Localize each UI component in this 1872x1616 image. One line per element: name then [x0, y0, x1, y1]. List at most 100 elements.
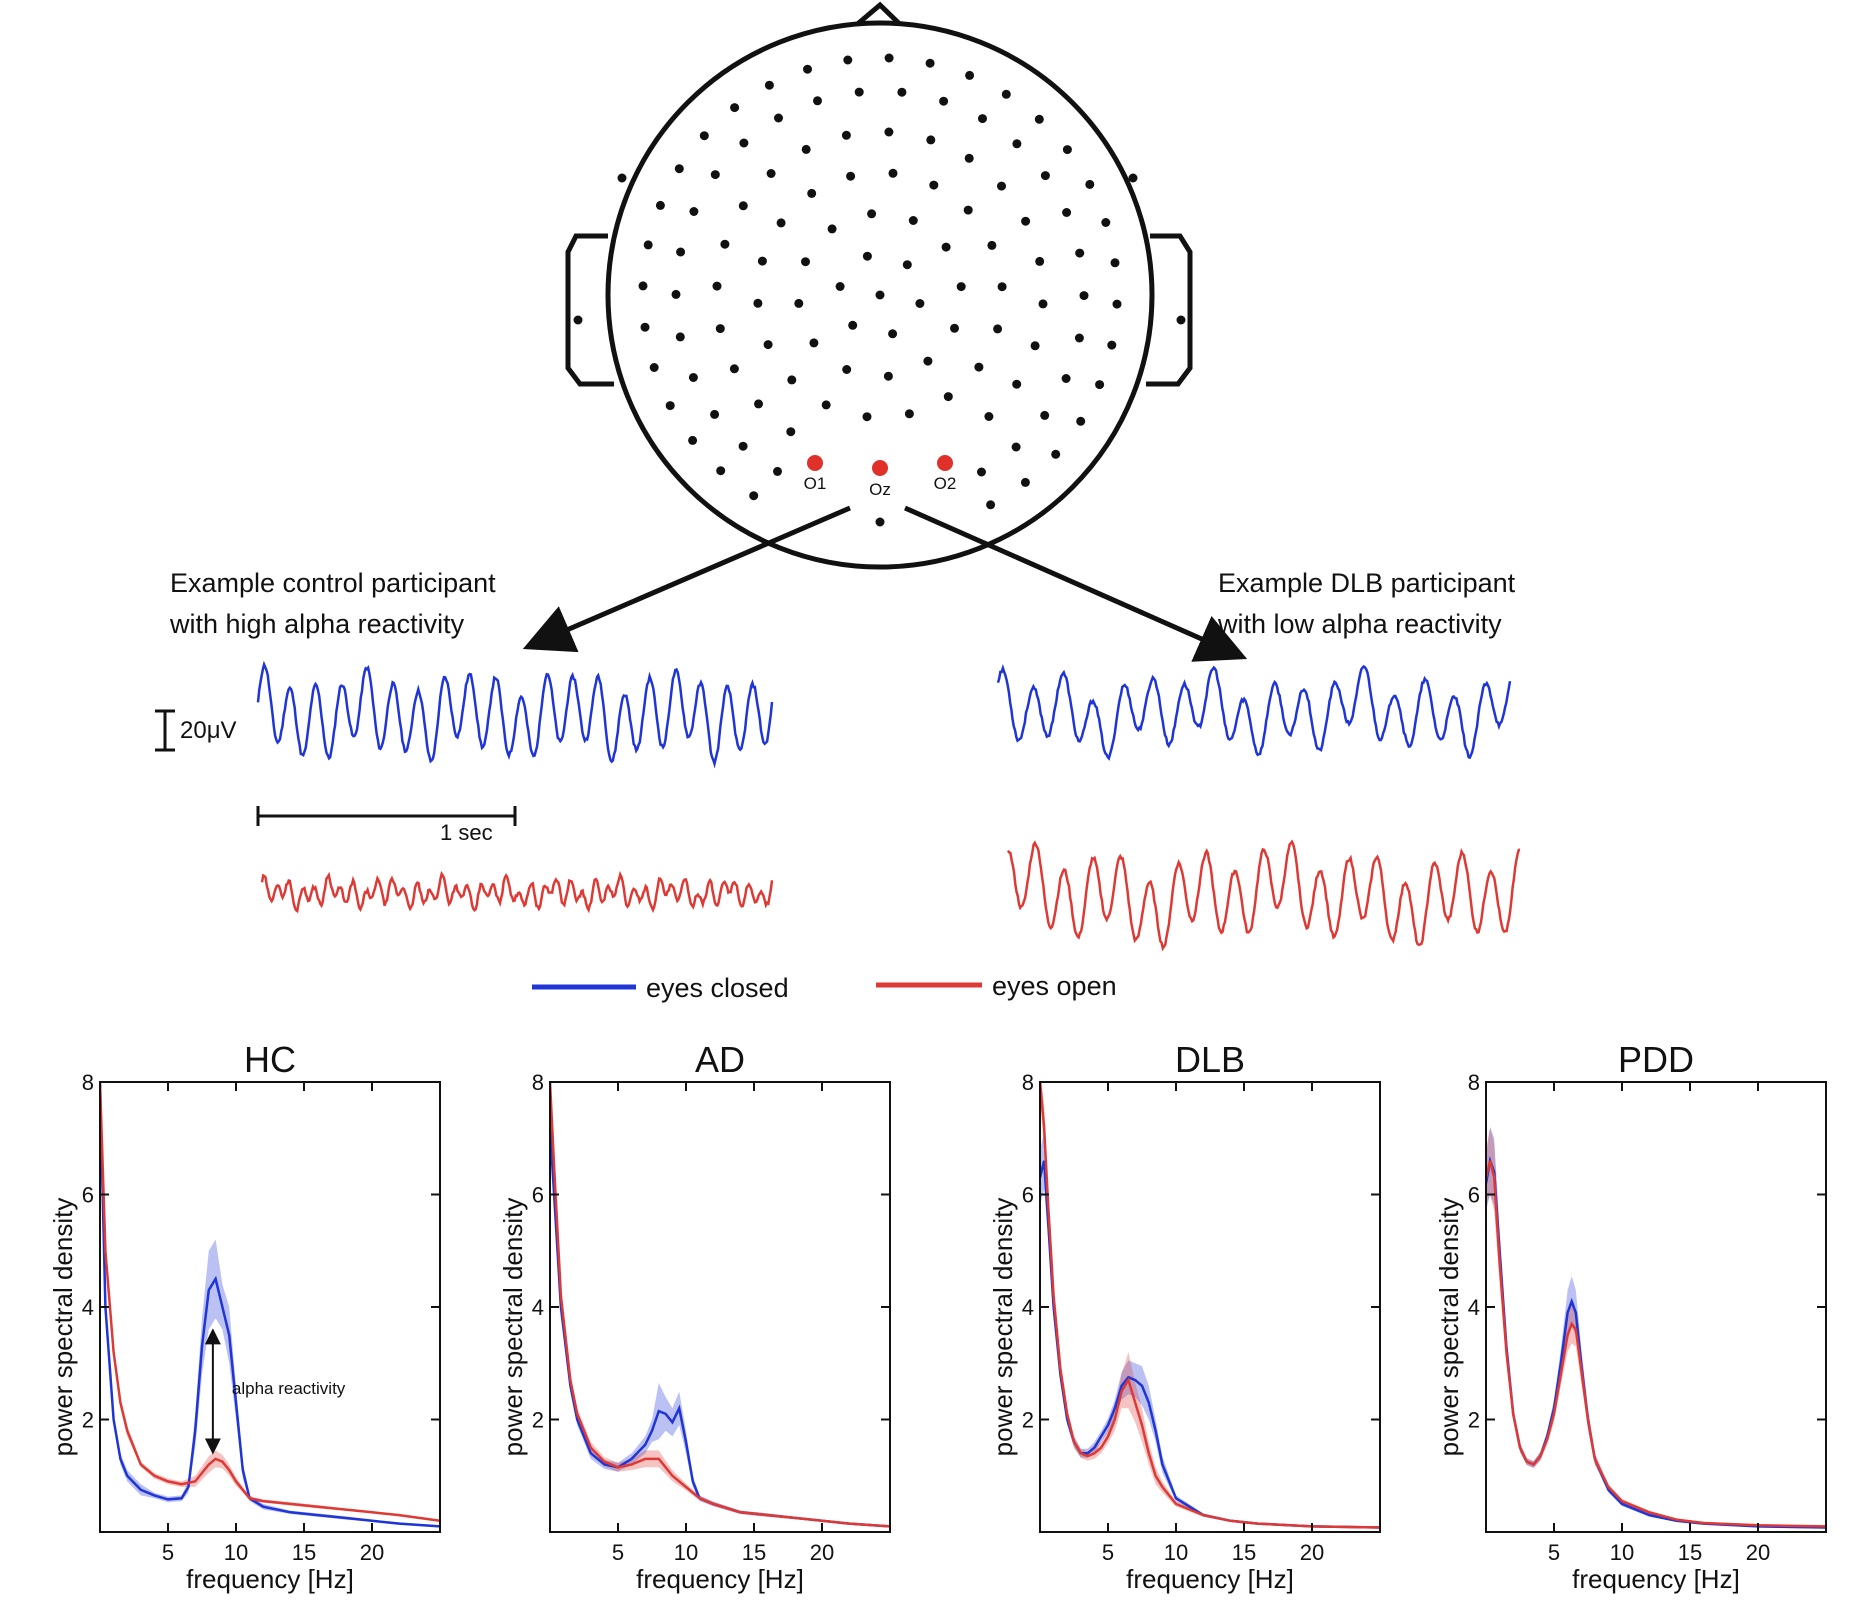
psd-band-dlb-1: [1040, 1082, 1380, 1529]
y-tick-label: 6: [82, 1183, 94, 1208]
psd-band-dlb-0: [1040, 1132, 1380, 1529]
electrode-dot-92: [674, 164, 684, 174]
electrode-dot-78: [1079, 291, 1089, 301]
y-tick-label: 2: [82, 1408, 94, 1433]
electrode-o2: [937, 455, 953, 471]
dlb-caption-line2: with low alpha reactivity: [1217, 609, 1502, 639]
y-tick-label: 8: [82, 1070, 94, 1095]
plot-frame: [99, 1081, 441, 1533]
electrode-dot-0: [875, 290, 885, 300]
electrode-dot-68: [774, 113, 783, 123]
psd-panel-dlb: 5 10 15 20 2 4 6 8 DLB frequency [Hz] power spectr…: [988, 1039, 1381, 1594]
electrode-dot-56: [1012, 379, 1022, 389]
panel-title: PDD: [1618, 1039, 1694, 1080]
electrode-dot-18: [956, 282, 966, 292]
electrode-dot-83: [749, 491, 759, 501]
electrode-dot-2: [888, 329, 898, 339]
legend-label-eyes-closed: eyes closed: [646, 973, 789, 1003]
electrode-dot-12: [794, 298, 804, 308]
electrode-dot-36: [993, 324, 1003, 334]
electrode-dot-58: [773, 466, 782, 476]
electrode-dot-13: [801, 257, 810, 267]
y-axis-label: power spectral density: [48, 1198, 78, 1457]
electrode-dot-64: [676, 247, 686, 257]
plot-frame: [1039, 1081, 1381, 1533]
electrode-dot-86: [665, 401, 675, 411]
electrode-dot-110: [1076, 416, 1086, 426]
x-tick-label: 5: [1102, 1540, 1114, 1565]
electrode-dot-91: [655, 200, 665, 210]
electrode-dot-81: [1040, 410, 1050, 420]
electrode-dot-1: [915, 299, 925, 308]
electrode-dot-6: [902, 260, 912, 270]
y-tick-label: 6: [532, 1183, 544, 1208]
psd-line-hc-1: [100, 1082, 440, 1523]
electrode-dot-71: [897, 87, 907, 97]
x-axis-label: frequency [Hz]: [1126, 1564, 1294, 1594]
x-tick-label: 20: [1300, 1540, 1324, 1565]
x-tick-label: 20: [360, 1540, 384, 1565]
electrode-dot-100: [965, 70, 975, 80]
x-tick-label: 10: [224, 1540, 248, 1565]
electrode-dot-4: [835, 282, 845, 291]
electrode-dot-17: [941, 242, 951, 252]
arrow-to-control: [522, 505, 851, 653]
y-tick-label: 6: [1468, 1183, 1480, 1208]
electrode-dot-96: [803, 64, 812, 74]
y-axis-label: power spectral density: [1434, 1198, 1464, 1457]
electrode-dot-27: [757, 256, 767, 266]
electrode-dot-45: [766, 169, 776, 178]
electrode-dot-55: [1030, 341, 1040, 351]
electrode-dot-53: [1035, 256, 1045, 266]
electrode-dot-89: [638, 281, 648, 291]
eeg-trace-control-eyes-closed: [256, 660, 774, 769]
electrode-dot-49: [926, 135, 936, 145]
electrode-dot-38: [786, 427, 796, 437]
electrode-dot-69: [813, 96, 822, 106]
electrode-dot-95: [764, 80, 774, 90]
electrode-dot-22: [862, 412, 872, 422]
psd-line-dlb-0: [1040, 1160, 1380, 1529]
electrode-dot-104: [1085, 179, 1095, 189]
x-tick-label: 5: [162, 1540, 174, 1565]
electrode-dot-107: [1112, 299, 1122, 309]
legend: eyes closed eyes open: [532, 971, 1117, 1003]
eeg-trace-dlb-eyes-closed: [996, 664, 1512, 761]
electrode-dot-35: [997, 282, 1007, 292]
psd-line-hc-0: [100, 1082, 440, 1528]
y-tick-label: 4: [82, 1295, 94, 1320]
amplitude-scale-bar: 20μV: [155, 709, 237, 752]
electrode-oz: [872, 460, 888, 476]
electrode-dot-20: [943, 392, 953, 402]
electrode-dot-44: [738, 201, 748, 211]
electrode-dot-8: [923, 356, 933, 366]
electrode-dot-97: [843, 55, 853, 65]
electrode-dot-42: [712, 281, 722, 291]
electrode-dot-74: [1012, 139, 1022, 149]
electrode-dot-114: [617, 173, 627, 183]
y-tick-label: 4: [1022, 1295, 1034, 1320]
electrode-dot-87: [649, 363, 659, 372]
y-tick-label: 8: [1468, 1070, 1480, 1095]
y-axis-label: power spectral density: [988, 1198, 1018, 1457]
electrode-dot-19: [974, 362, 984, 372]
electrode-dot-61: [688, 373, 698, 382]
electrode-dot-15: [867, 209, 877, 219]
electrode-dot-10: [842, 365, 852, 374]
electrode-dot-30: [846, 171, 856, 181]
electrode-dot-101: [1001, 89, 1011, 99]
electrode-dot-117: [1176, 315, 1186, 325]
amplitude-scale-label: 20μV: [180, 717, 237, 744]
electrode-dot-9: [883, 371, 893, 381]
control-caption-line1: Example control participant: [170, 568, 496, 598]
y-axis-label: power spectral density: [498, 1198, 528, 1457]
electrode-dot-108: [1107, 340, 1117, 350]
electrode-dot-112: [1020, 477, 1030, 487]
psd-band-pdd-1: [1486, 1127, 1826, 1528]
eeg-trace-control-eyes-open: [260, 870, 774, 914]
electrode-dot-94: [730, 103, 740, 113]
x-tick-label: 5: [1548, 1540, 1560, 1565]
electrode-dot-118: [875, 517, 885, 527]
legend-label-eyes-open: eyes open: [992, 971, 1117, 1001]
electrode-dot-16: [908, 216, 918, 225]
